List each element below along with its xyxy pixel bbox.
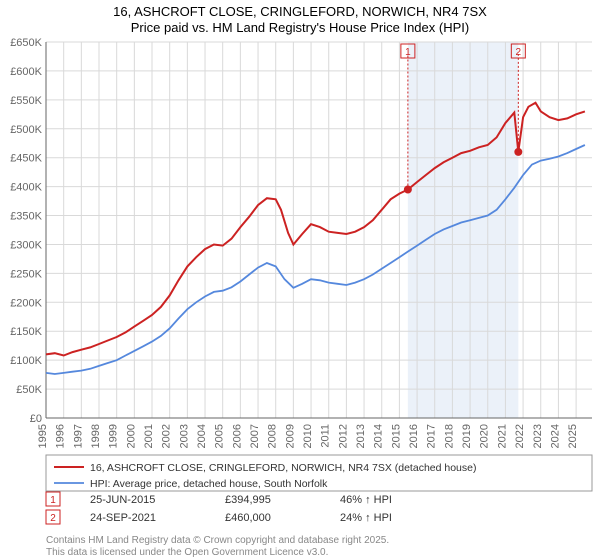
x-tick-label: 2011: [320, 424, 332, 448]
tx-price: £460,000: [225, 512, 271, 524]
tx-marker-number: 1: [50, 495, 56, 506]
y-tick-label: £450K: [10, 153, 42, 165]
shaded-region: [408, 42, 518, 418]
chart-title-line2: Price paid vs. HM Land Registry's House …: [131, 20, 469, 35]
y-tick-label: £550K: [10, 95, 42, 107]
x-tick-label: 2012: [337, 424, 349, 448]
y-tick-label: £650K: [10, 37, 42, 49]
tx-date: 24-SEP-2021: [90, 512, 156, 524]
legend-label: 16, ASHCROFT CLOSE, CRINGLEFORD, NORWICH…: [90, 462, 476, 474]
y-tick-label: £400K: [10, 182, 42, 194]
x-tick-label: 2016: [408, 424, 420, 448]
y-tick-label: £200K: [10, 297, 42, 309]
x-tick-label: 1998: [90, 424, 102, 448]
y-tick-label: £350K: [10, 211, 42, 223]
y-tick-label: £150K: [10, 326, 42, 338]
x-tick-label: 2006: [231, 424, 243, 448]
chart-container: 16, ASHCROFT CLOSE, CRINGLEFORD, NORWICH…: [0, 0, 600, 560]
x-tick-label: 2022: [514, 424, 526, 448]
footer-line1: Contains HM Land Registry data © Crown c…: [46, 535, 389, 546]
x-tick-label: 2018: [443, 424, 455, 448]
x-tick-label: 2010: [302, 424, 314, 448]
y-tick-label: £500K: [10, 124, 42, 136]
x-tick-label: 2003: [178, 424, 190, 448]
x-tick-label: 2025: [567, 424, 579, 448]
tx-delta: 46% ↑ HPI: [340, 494, 392, 506]
x-tick-label: 2015: [390, 424, 402, 448]
y-tick-label: £50K: [16, 384, 42, 396]
x-tick-label: 2023: [532, 424, 544, 448]
x-tick-label: 1996: [55, 424, 67, 448]
tx-date: 25-JUN-2015: [90, 494, 155, 506]
x-tick-label: 2004: [196, 424, 208, 448]
y-tick-label: £600K: [10, 66, 42, 78]
x-tick-label: 2008: [267, 424, 279, 448]
x-tick-label: 2020: [479, 424, 491, 448]
x-tick-label: 2014: [373, 424, 385, 448]
tx-marker-number: 2: [50, 513, 56, 524]
x-tick-label: 2001: [143, 424, 155, 448]
x-tick-label: 2002: [161, 424, 173, 448]
x-tick-label: 1997: [72, 424, 84, 448]
y-tick-label: £100K: [10, 355, 42, 367]
chart-svg: 16, ASHCROFT CLOSE, CRINGLEFORD, NORWICH…: [0, 0, 600, 560]
chart-title-line1: 16, ASHCROFT CLOSE, CRINGLEFORD, NORWICH…: [113, 4, 487, 19]
y-tick-label: £250K: [10, 268, 42, 280]
marker-number: 2: [516, 47, 522, 58]
y-tick-label: £300K: [10, 239, 42, 251]
tx-delta: 24% ↑ HPI: [340, 512, 392, 524]
x-tick-label: 2021: [496, 424, 508, 448]
legend-label: HPI: Average price, detached house, Sout…: [90, 478, 328, 490]
tx-price: £394,995: [225, 494, 271, 506]
x-tick-label: 2024: [549, 424, 561, 448]
x-tick-label: 2007: [249, 424, 261, 448]
marker-number: 1: [405, 47, 411, 58]
y-tick-label: £0: [30, 413, 42, 425]
x-tick-label: 2005: [214, 424, 226, 448]
x-tick-label: 2000: [125, 424, 137, 448]
x-tick-label: 2019: [461, 424, 473, 448]
x-tick-label: 2017: [426, 424, 438, 448]
x-tick-label: 1995: [37, 424, 49, 448]
x-tick-label: 2013: [355, 424, 367, 448]
footer-line2: This data is licensed under the Open Gov…: [46, 547, 328, 558]
x-tick-label: 1999: [108, 424, 120, 448]
x-tick-label: 2009: [284, 424, 296, 448]
